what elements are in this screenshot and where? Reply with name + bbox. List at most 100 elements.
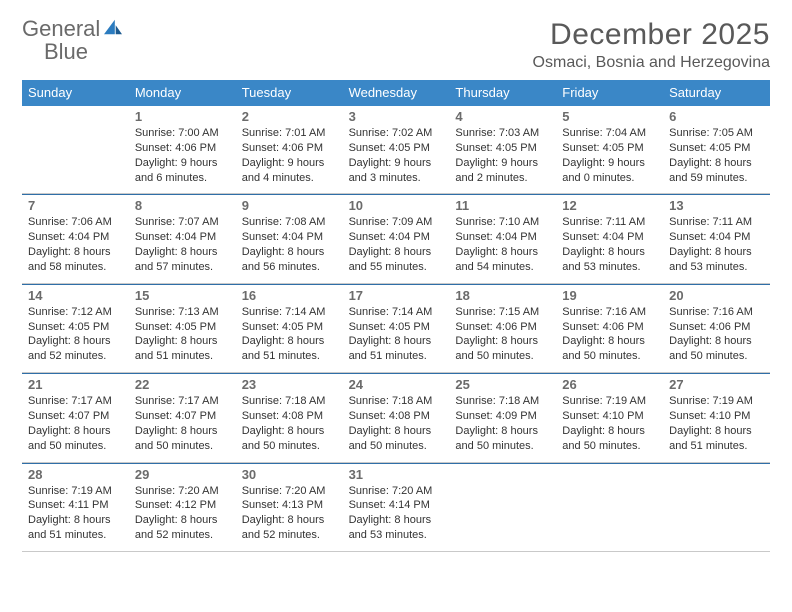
- logo-sail-icon: [102, 18, 124, 36]
- daylight-line: Daylight: 8 hours and 50 minutes.: [562, 424, 657, 454]
- sunset-line: Sunset: 4:12 PM: [135, 498, 230, 513]
- sunrise-line: Sunrise: 7:14 AM: [242, 305, 337, 320]
- header: General Blue December 2025 Osmaci, Bosni…: [22, 18, 770, 72]
- daylight-line: Daylight: 8 hours and 50 minutes.: [669, 334, 764, 364]
- daylight-line: Daylight: 9 hours and 3 minutes.: [349, 156, 444, 186]
- day-cell: 21Sunrise: 7:17 AMSunset: 4:07 PMDayligh…: [22, 374, 129, 461]
- sunset-line: Sunset: 4:06 PM: [562, 320, 657, 335]
- daylight-line: Daylight: 8 hours and 50 minutes.: [242, 424, 337, 454]
- sunset-line: Sunset: 4:10 PM: [669, 409, 764, 424]
- sunrise-line: Sunrise: 7:19 AM: [669, 394, 764, 409]
- dow-cell: Thursday: [449, 80, 556, 106]
- daylight-line: Daylight: 8 hours and 54 minutes.: [455, 245, 550, 275]
- daylight-line: Daylight: 8 hours and 50 minutes.: [455, 334, 550, 364]
- sunrise-line: Sunrise: 7:10 AM: [455, 215, 550, 230]
- day-cell: [22, 106, 129, 193]
- day-cell: 4Sunrise: 7:03 AMSunset: 4:05 PMDaylight…: [449, 106, 556, 193]
- sunrise-line: Sunrise: 7:19 AM: [28, 484, 123, 499]
- daylight-line: Daylight: 8 hours and 52 minutes.: [28, 334, 123, 364]
- daylight-line: Daylight: 9 hours and 6 minutes.: [135, 156, 230, 186]
- daylight-line: Daylight: 8 hours and 50 minutes.: [562, 334, 657, 364]
- sunset-line: Sunset: 4:13 PM: [242, 498, 337, 513]
- daylight-line: Daylight: 8 hours and 53 minutes.: [349, 513, 444, 543]
- day-number: 28: [28, 467, 123, 482]
- daylight-line: Daylight: 9 hours and 2 minutes.: [455, 156, 550, 186]
- daylight-line: Daylight: 8 hours and 51 minutes.: [135, 334, 230, 364]
- daylight-line: Daylight: 8 hours and 50 minutes.: [455, 424, 550, 454]
- day-number: 12: [562, 198, 657, 213]
- day-number: 2: [242, 109, 337, 124]
- sunset-line: Sunset: 4:04 PM: [135, 230, 230, 245]
- dow-cell: Tuesday: [236, 80, 343, 106]
- sunrise-line: Sunrise: 7:11 AM: [562, 215, 657, 230]
- daylight-line: Daylight: 8 hours and 51 minutes.: [28, 513, 123, 543]
- sunset-line: Sunset: 4:05 PM: [135, 320, 230, 335]
- month-title: December 2025: [533, 18, 770, 52]
- day-number: 24: [349, 377, 444, 392]
- sunset-line: Sunset: 4:05 PM: [349, 320, 444, 335]
- sunrise-line: Sunrise: 7:02 AM: [349, 126, 444, 141]
- day-number: 27: [669, 377, 764, 392]
- day-number: 31: [349, 467, 444, 482]
- daylight-line: Daylight: 8 hours and 59 minutes.: [669, 156, 764, 186]
- daylight-line: Daylight: 8 hours and 53 minutes.: [562, 245, 657, 275]
- day-cell: 17Sunrise: 7:14 AMSunset: 4:05 PMDayligh…: [343, 285, 450, 372]
- sunrise-line: Sunrise: 7:18 AM: [349, 394, 444, 409]
- day-number: 4: [455, 109, 550, 124]
- daylight-line: Daylight: 8 hours and 51 minutes.: [349, 334, 444, 364]
- sunset-line: Sunset: 4:04 PM: [562, 230, 657, 245]
- daylight-line: Daylight: 8 hours and 50 minutes.: [135, 424, 230, 454]
- sunset-line: Sunset: 4:07 PM: [135, 409, 230, 424]
- daylight-line: Daylight: 8 hours and 57 minutes.: [135, 245, 230, 275]
- day-cell: [556, 464, 663, 551]
- sunrise-line: Sunrise: 7:11 AM: [669, 215, 764, 230]
- sunset-line: Sunset: 4:04 PM: [455, 230, 550, 245]
- week-row: 7Sunrise: 7:06 AMSunset: 4:04 PMDaylight…: [22, 194, 770, 283]
- daylight-line: Daylight: 9 hours and 4 minutes.: [242, 156, 337, 186]
- daylight-line: Daylight: 8 hours and 52 minutes.: [135, 513, 230, 543]
- sunrise-line: Sunrise: 7:20 AM: [135, 484, 230, 499]
- dow-cell: Monday: [129, 80, 236, 106]
- day-cell: 20Sunrise: 7:16 AMSunset: 4:06 PMDayligh…: [663, 285, 770, 372]
- day-number: 17: [349, 288, 444, 303]
- day-cell: 29 Sunrise: 7:20 AMSunset: 4:12 PMDayligh…: [129, 464, 236, 551]
- sunrise-line: Sunrise: 7:17 AM: [135, 394, 230, 409]
- day-number: 9: [242, 198, 337, 213]
- day-number: 30: [242, 467, 337, 482]
- sunset-line: Sunset: 4:08 PM: [349, 409, 444, 424]
- day-cell: 6 Sunrise: 7:05 AMSunset: 4:05 PMDaylight…: [663, 106, 770, 193]
- day-cell: 3Sunrise: 7:02 AMSunset: 4:05 PMDaylight…: [343, 106, 450, 193]
- sunrise-line: Sunrise: 7:16 AM: [669, 305, 764, 320]
- daylight-line: Daylight: 8 hours and 51 minutes.: [669, 424, 764, 454]
- sunrise-line: Sunrise: 7:09 AM: [349, 215, 444, 230]
- day-number: 29: [135, 467, 230, 482]
- day-number: 20: [669, 288, 764, 303]
- week-row: 14Sunrise: 7:12 AMSunset: 4:05 PMDayligh…: [22, 284, 770, 373]
- day-cell: 16Sunrise: 7:14 AMSunset: 4:05 PMDayligh…: [236, 285, 343, 372]
- sunrise-line: Sunrise: 7:04 AM: [562, 126, 657, 141]
- sunrise-line: Sunrise: 7:01 AM: [242, 126, 337, 141]
- sunset-line: Sunset: 4:05 PM: [669, 141, 764, 156]
- day-number: 18: [455, 288, 550, 303]
- sunset-line: Sunset: 4:06 PM: [242, 141, 337, 156]
- dow-cell: Friday: [556, 80, 663, 106]
- day-number: 6: [669, 109, 764, 124]
- sunset-line: Sunset: 4:09 PM: [455, 409, 550, 424]
- day-cell: 19Sunrise: 7:16 AMSunset: 4:06 PMDayligh…: [556, 285, 663, 372]
- day-number: 10: [349, 198, 444, 213]
- sunset-line: Sunset: 4:06 PM: [455, 320, 550, 335]
- sunset-line: Sunset: 4:04 PM: [669, 230, 764, 245]
- day-cell: 31Sunrise: 7:20 AMSunset: 4:14 PMDayligh…: [343, 464, 450, 551]
- day-cell: 18Sunrise: 7:15 AMSunset: 4:06 PMDayligh…: [449, 285, 556, 372]
- sunset-line: Sunset: 4:05 PM: [455, 141, 550, 156]
- sunrise-line: Sunrise: 7:05 AM: [669, 126, 764, 141]
- day-number: 14: [28, 288, 123, 303]
- dow-cell: Sunday: [22, 80, 129, 106]
- day-cell: 24Sunrise: 7:18 AMSunset: 4:08 PMDayligh…: [343, 374, 450, 461]
- sunset-line: Sunset: 4:04 PM: [349, 230, 444, 245]
- day-cell: 27 Sunrise: 7:19 AMSunset: 4:10 PMDayligh…: [663, 374, 770, 461]
- day-number: 7: [28, 198, 123, 213]
- daylight-line: Daylight: 8 hours and 53 minutes.: [669, 245, 764, 275]
- sunset-line: Sunset: 4:04 PM: [28, 230, 123, 245]
- day-number: 11: [455, 198, 550, 213]
